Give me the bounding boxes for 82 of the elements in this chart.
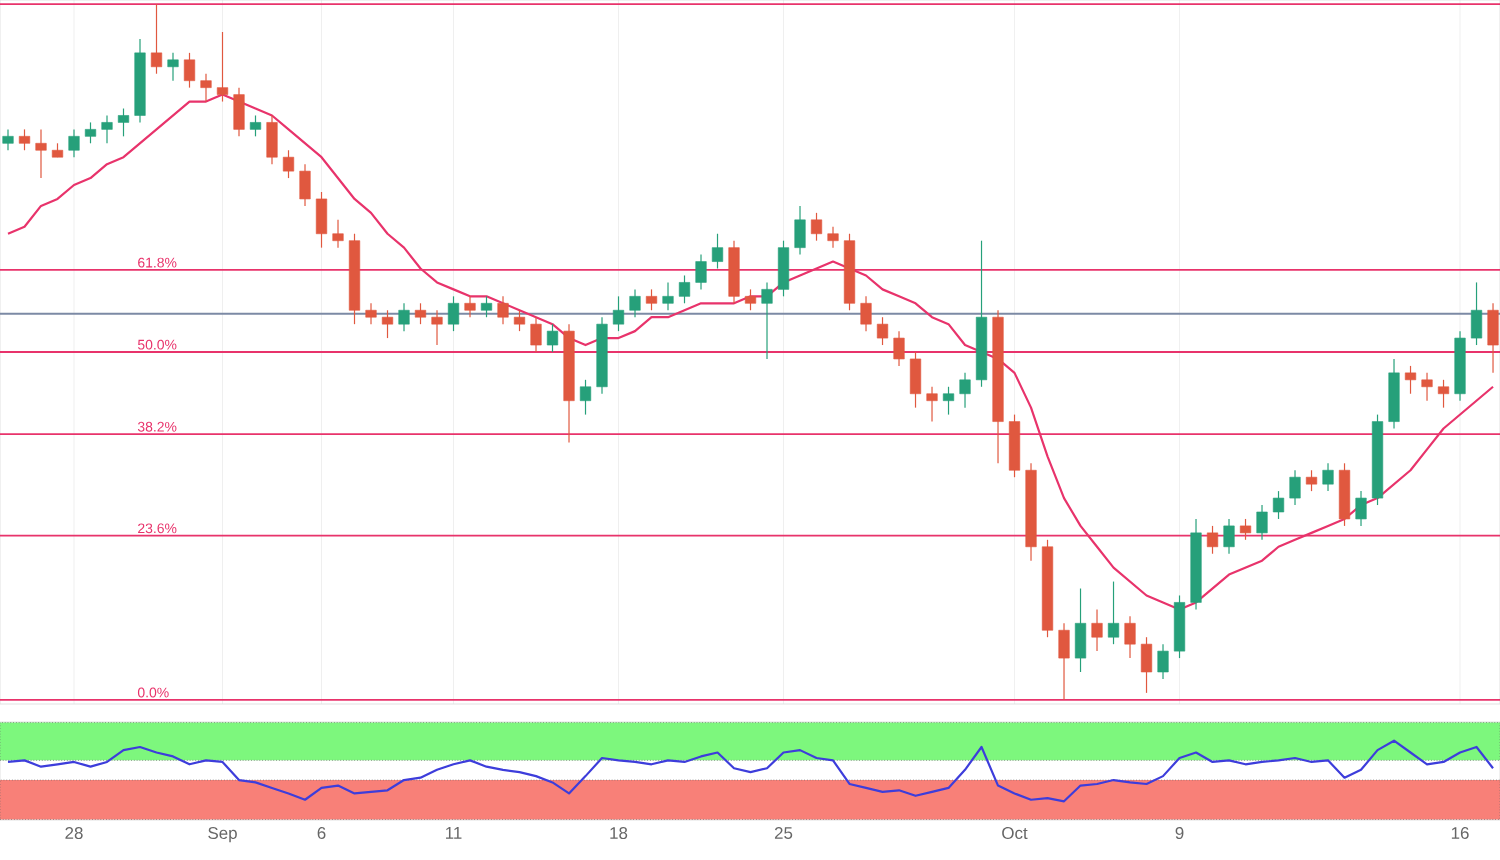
candlestick xyxy=(1470,281,1483,346)
candlestick xyxy=(1206,525,1219,555)
candlestick xyxy=(1322,462,1334,492)
candlestick xyxy=(365,302,377,325)
candlestick xyxy=(1107,580,1120,645)
x-tick-label: 9 xyxy=(1175,827,1184,840)
candlestick xyxy=(909,351,922,409)
candlestick xyxy=(711,233,724,270)
candlestick xyxy=(1058,622,1070,701)
candlestick xyxy=(1404,365,1417,395)
candlestick xyxy=(777,240,790,297)
candlestick xyxy=(150,3,163,75)
candlestick xyxy=(1289,469,1301,506)
candlestick xyxy=(398,302,410,332)
candlestick xyxy=(1091,608,1103,652)
candlestick xyxy=(893,330,905,367)
candlestick xyxy=(216,31,229,103)
candlestick xyxy=(942,386,955,416)
candlestick xyxy=(1239,518,1252,541)
candlestick xyxy=(794,205,806,256)
candlestick xyxy=(1305,469,1318,492)
candlestick xyxy=(1272,490,1285,520)
candlestick xyxy=(695,254,707,290)
candlestick xyxy=(101,114,113,144)
candlestick xyxy=(35,128,47,179)
candlestick xyxy=(233,87,245,137)
candlestick xyxy=(183,52,196,89)
candlestick xyxy=(332,219,344,249)
candlestick xyxy=(167,52,179,82)
candlestick xyxy=(1487,302,1499,374)
candlestick xyxy=(299,163,311,207)
x-tick-label: Oct xyxy=(1002,827,1028,840)
candlestick xyxy=(662,281,674,311)
candlestick xyxy=(480,295,493,318)
candlestick xyxy=(414,302,427,325)
candlestick xyxy=(530,316,542,353)
candlestick xyxy=(249,114,262,137)
x-tick-label: 18 xyxy=(610,827,628,840)
candlestick xyxy=(2,128,14,151)
candlestick xyxy=(860,295,872,332)
candlestick xyxy=(84,121,97,144)
candlestick xyxy=(546,323,559,353)
candlestick xyxy=(1074,587,1087,673)
candlestick xyxy=(1421,372,1433,402)
candlestick xyxy=(645,288,658,311)
candlestick xyxy=(761,281,773,360)
x-tick-label: 25 xyxy=(774,827,793,840)
candlestick xyxy=(447,295,460,332)
candlestick xyxy=(68,128,80,158)
candlestick xyxy=(579,379,592,416)
x-tick-label: 28 xyxy=(65,827,83,840)
candlestick xyxy=(827,226,839,249)
candlestick xyxy=(315,191,328,249)
candlestick xyxy=(18,128,31,151)
candlestick xyxy=(497,295,509,325)
candlestick xyxy=(1157,643,1169,680)
candlestick xyxy=(464,295,476,318)
candlestick xyxy=(381,309,394,339)
x-tick-label: 11 xyxy=(446,827,462,839)
x-tick-label: 6 xyxy=(317,827,326,840)
candlestick xyxy=(1256,504,1268,541)
x-tick-label: Sep xyxy=(208,827,237,843)
candlestick xyxy=(1437,379,1450,409)
candlestick xyxy=(1355,490,1367,527)
candlestick xyxy=(282,149,295,179)
candlestick xyxy=(200,73,212,103)
candlestick xyxy=(431,309,443,346)
candlestick xyxy=(744,288,757,311)
candlestick xyxy=(1124,615,1136,659)
candlestick xyxy=(117,107,130,137)
x-tick-label: 16 xyxy=(1451,827,1469,840)
candlestick xyxy=(612,295,625,332)
candlestick xyxy=(810,212,823,242)
candlestick xyxy=(678,274,691,304)
candlestick xyxy=(876,316,889,346)
candlestick xyxy=(1140,636,1153,694)
candlestick xyxy=(513,309,526,332)
candlestick xyxy=(266,114,278,165)
candlestick xyxy=(926,386,938,423)
candlestick xyxy=(1223,518,1235,555)
candlestick xyxy=(629,288,641,318)
candlestick xyxy=(959,372,971,409)
